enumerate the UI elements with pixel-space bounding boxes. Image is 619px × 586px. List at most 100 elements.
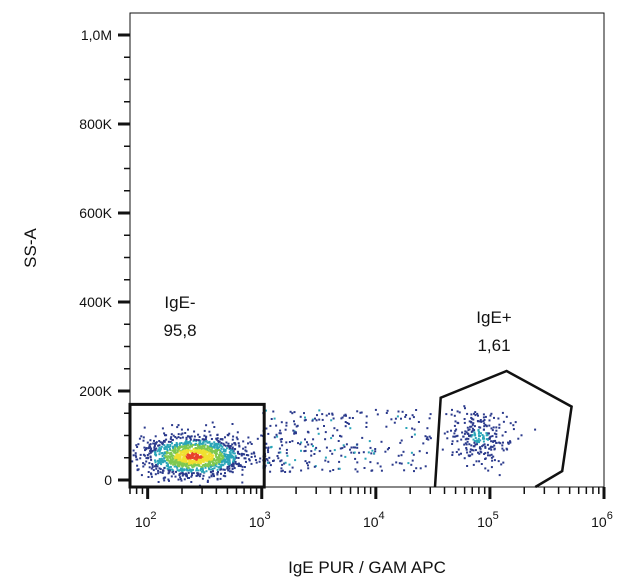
y-tick-label: 0 [104, 472, 112, 488]
event-point [273, 417, 276, 420]
event-point [227, 456, 230, 459]
event-point [502, 449, 505, 452]
event-point [185, 446, 188, 449]
event-point [411, 414, 414, 417]
event-point [408, 417, 411, 420]
event-point [275, 424, 278, 427]
event-point [472, 445, 475, 448]
event-point [472, 422, 475, 425]
gate-negative [128, 402, 266, 489]
event-point [191, 449, 194, 452]
event-point [340, 435, 343, 438]
event-point [220, 452, 223, 455]
event-point [178, 474, 181, 477]
event-point [223, 468, 226, 471]
event-point [482, 444, 485, 447]
event-point [233, 467, 236, 470]
event-point [186, 461, 189, 464]
event-point [150, 467, 153, 470]
event-point [172, 457, 175, 460]
event-point [443, 432, 446, 435]
event-point [490, 427, 493, 430]
event-point [242, 440, 245, 443]
event-point [216, 473, 219, 476]
event-point [185, 438, 188, 441]
event-point [480, 463, 483, 465]
event-point [235, 436, 238, 439]
event-point [158, 458, 161, 460]
event-point [308, 461, 311, 464]
event-point [354, 457, 357, 460]
event-point [203, 429, 206, 432]
event-point [415, 467, 418, 470]
event-point [153, 444, 156, 447]
event-point [187, 457, 190, 460]
event-point [190, 469, 193, 472]
event-point [181, 432, 184, 435]
event-point [451, 443, 454, 445]
event-point [199, 469, 202, 472]
event-point [213, 426, 216, 428]
x-tick-label: 105 [477, 510, 499, 530]
event-point [425, 451, 428, 454]
event-point [505, 415, 508, 418]
event-point [200, 445, 203, 448]
event-point [232, 459, 235, 462]
event-point [191, 445, 193, 448]
event-point [216, 437, 219, 440]
event-point [155, 447, 158, 450]
event-point [311, 419, 314, 422]
event-point [469, 434, 472, 437]
event-point [466, 465, 469, 467]
event-point [472, 438, 475, 441]
event-point [489, 446, 492, 449]
event-point [330, 437, 333, 440]
event-point [243, 466, 246, 468]
event-point [187, 471, 190, 474]
event-point [171, 449, 174, 452]
event-point [217, 449, 220, 451]
event-point [132, 449, 135, 452]
event-point [169, 449, 172, 452]
x-tick-label: 103 [249, 510, 271, 530]
event-point [171, 424, 174, 427]
event-point [201, 457, 204, 460]
event-point [236, 463, 238, 466]
event-point [472, 418, 475, 421]
event-point [265, 409, 267, 412]
event-point [241, 473, 244, 476]
event-point [236, 431, 239, 434]
event-point [154, 453, 157, 456]
event-point [196, 463, 199, 466]
event-point [222, 459, 225, 462]
event-point [476, 412, 479, 415]
event-point [140, 474, 143, 477]
event-point [230, 470, 233, 473]
event-point [175, 443, 178, 446]
event-point [501, 411, 504, 414]
event-point [241, 465, 244, 468]
event-point [150, 475, 153, 478]
event-point [198, 436, 201, 438]
event-point [176, 466, 179, 469]
event-point [154, 435, 157, 438]
event-point [181, 465, 184, 468]
event-point [173, 465, 176, 468]
event-point [487, 469, 490, 472]
event-point [227, 442, 230, 445]
event-point [161, 471, 164, 474]
event-point [231, 446, 234, 449]
event-point [248, 459, 251, 462]
event-point [193, 435, 196, 438]
event-point [269, 424, 272, 427]
event-point [254, 459, 257, 461]
gate-percentage: 95,8 [163, 321, 196, 340]
event-point [223, 462, 226, 465]
event-point [315, 419, 318, 422]
event-point [216, 444, 219, 447]
event-point [349, 448, 351, 451]
event-point [179, 467, 182, 470]
event-point [198, 445, 201, 448]
event-point [174, 448, 177, 451]
event-point [193, 430, 196, 433]
